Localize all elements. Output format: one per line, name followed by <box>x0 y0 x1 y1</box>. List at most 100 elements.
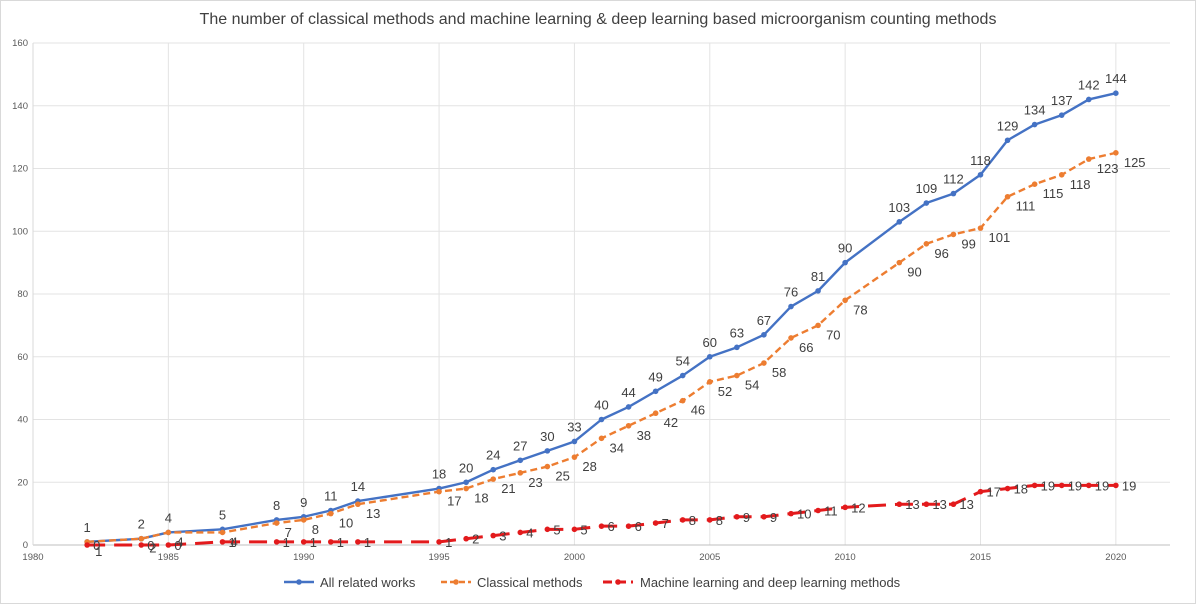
classical-methods-point <box>1004 193 1011 200</box>
all-related-works-data-label: 8 <box>273 498 280 513</box>
classical-methods-data-label: 7 <box>285 525 292 540</box>
all-related-works-data-label: 11 <box>324 488 338 503</box>
classical-methods-point <box>788 335 794 341</box>
ml-dl-methods-data-label: 0 <box>93 538 100 553</box>
all-related-works-point <box>788 303 794 310</box>
y-tick-label: 20 <box>17 477 28 488</box>
classical-methods-data-label: 115 <box>1043 186 1064 201</box>
ml-dl-methods-data-label: 8 <box>689 513 696 528</box>
ml-dl-methods-point <box>625 523 632 529</box>
all-related-works-data-label: 2 <box>138 517 145 532</box>
ml-dl-methods-data-label: 1 <box>283 535 290 550</box>
ml-dl-methods-data-label: 13 <box>905 497 919 512</box>
classical-methods-data-label: 17 <box>447 494 461 509</box>
ml-dl-methods-point <box>219 539 226 545</box>
ml-dl-methods-point <box>977 488 984 495</box>
ml-dl-methods-point <box>571 526 578 533</box>
all-related-works-point <box>815 288 821 294</box>
all-related-works-data-label: 129 <box>997 118 1019 133</box>
all-related-works-data-label: 4 <box>165 510 172 525</box>
all-related-works-point <box>1031 121 1038 128</box>
all-related-works-data-label: 81 <box>811 269 825 284</box>
all-related-works-point <box>1085 96 1092 103</box>
classical-methods-point <box>761 360 767 366</box>
all-related-works-data-label: 137 <box>1051 93 1073 108</box>
classical-methods-data-label: 25 <box>555 469 569 484</box>
classical-methods-point <box>544 463 551 470</box>
classical-methods-point <box>1058 171 1065 178</box>
all-related-works-point <box>734 344 740 351</box>
all-related-works-point <box>706 353 713 360</box>
ml-dl-methods-point <box>950 501 957 508</box>
ml-dl-methods-point <box>1004 485 1011 492</box>
all-related-works-data-label: 109 <box>916 181 938 196</box>
all-related-works-point <box>652 388 659 395</box>
ml-dl-methods-data-label: 5 <box>553 522 560 537</box>
all-related-works-data-label: 40 <box>594 398 608 413</box>
classical-methods-point <box>1113 150 1119 156</box>
classical-methods-point <box>436 488 442 495</box>
ml-dl-methods-data-label: 10 <box>797 507 811 522</box>
ml-dl-methods-data-label: 1 <box>310 535 317 550</box>
ml-dl-methods-point <box>706 517 713 523</box>
ml-dl-methods-point <box>490 532 497 539</box>
classical-methods-data-label: 90 <box>907 265 921 280</box>
ml-dl-methods-data-label: 9 <box>743 510 750 525</box>
y-tick-label: 140 <box>12 101 28 112</box>
classical-methods-point <box>652 410 659 417</box>
legend: All related works Classical methods Machin… <box>284 575 901 590</box>
x-tick-label: 2010 <box>835 552 856 563</box>
classical-methods-data-label: 13 <box>366 506 380 521</box>
classical-methods-point <box>977 225 984 231</box>
classical-methods-point <box>490 476 497 482</box>
all-related-works-point <box>598 416 605 423</box>
classical-methods-point <box>300 517 307 523</box>
ml-dl-methods-point <box>463 535 469 542</box>
classical-methods-data-label: 23 <box>528 475 542 490</box>
ml-dl-methods-data-label: 1 <box>337 535 344 550</box>
ml-dl-methods-data-label: 5 <box>580 522 587 537</box>
classical-methods-point <box>1031 181 1038 187</box>
classical-methods-data-label: 101 <box>989 230 1011 245</box>
all-related-works-point <box>490 466 497 473</box>
y-tick-label: 160 <box>12 38 28 49</box>
classical-methods-data-label: 70 <box>826 327 840 342</box>
all-related-works-point <box>950 190 957 197</box>
y-tick-label: 120 <box>12 164 28 175</box>
ml-dl-methods-data-label: 19 <box>1041 478 1055 493</box>
ml-dl-methods-point <box>652 520 659 526</box>
all-related-works-data-label: 9 <box>300 495 307 510</box>
all-related-works-data-label: 90 <box>838 241 852 256</box>
classical-methods-point <box>273 520 280 526</box>
ml-dl-methods-point <box>138 542 145 548</box>
classical-methods-point <box>219 529 226 536</box>
y-tick-label: 80 <box>17 289 28 300</box>
classical-methods-line <box>87 151 1117 544</box>
ml-dl-methods-point <box>517 529 524 536</box>
legend-marker-classical-methods <box>453 579 459 585</box>
x-tick-label: 1985 <box>158 552 179 563</box>
all-related-works-point <box>842 259 848 266</box>
all-related-works-data-label: 1 <box>84 520 91 535</box>
classical-methods-data-label: 123 <box>1097 161 1119 176</box>
ml-dl-methods-point <box>273 539 280 545</box>
classical-methods-point <box>327 510 334 517</box>
x-tick-label: 2005 <box>699 552 720 563</box>
classical-methods-data-label: 2 <box>149 541 156 556</box>
ml-dl-methods-data-label: 17 <box>987 485 1001 500</box>
classical-methods-point <box>598 435 605 442</box>
ml-dl-methods-point <box>436 539 442 545</box>
classical-methods-data-label: 4 <box>176 534 183 549</box>
all-related-works-data-label: 24 <box>486 448 500 463</box>
ml-dl-methods-data-label: 8 <box>716 513 723 528</box>
y-tick-label: 100 <box>12 226 28 237</box>
all-related-works-data-label: 144 <box>1105 71 1127 86</box>
ml-dl-methods-data-label: 0 <box>147 538 154 553</box>
all-related-works-point <box>517 457 524 464</box>
all-related-works-data-label: 44 <box>621 385 635 400</box>
classical-methods-data-label: 8 <box>312 522 319 537</box>
legend-label-ml-dl-methods: Machine learning and deep learning metho… <box>640 575 901 590</box>
classical-methods-point <box>896 259 903 266</box>
